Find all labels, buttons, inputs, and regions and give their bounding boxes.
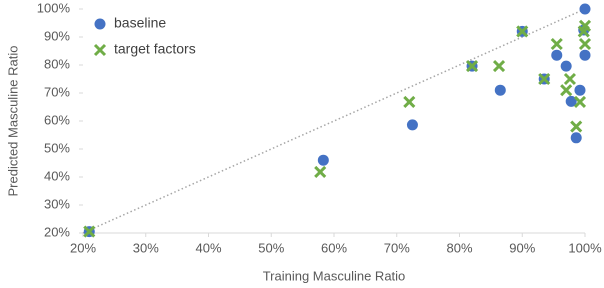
x-tick-label: 70% — [384, 240, 410, 255]
circle-marker — [565, 95, 577, 107]
x-tick-label: 60% — [321, 240, 347, 255]
y-tick-label: 60% — [44, 112, 70, 127]
y-tick-label: 70% — [44, 84, 70, 99]
x-marker — [560, 84, 573, 97]
x-marker — [314, 165, 327, 179]
x-marker — [573, 95, 587, 109]
circle-marker — [317, 154, 329, 166]
legend-label: baseline — [114, 15, 166, 31]
circle-marker — [560, 60, 572, 72]
legend-marker — [94, 18, 106, 30]
y-axis-title: Predicted Masculine Ratio — [5, 45, 20, 196]
y-tick-label: 40% — [44, 168, 70, 183]
y-tick-label: 100% — [37, 0, 71, 15]
x-marker — [516, 25, 529, 38]
x-tick-label: 40% — [195, 240, 221, 255]
y-tick-label: 80% — [44, 56, 70, 71]
y-tick-label: 90% — [44, 28, 70, 43]
y-tick-label: 30% — [44, 196, 70, 211]
x-marker — [465, 60, 479, 73]
x-axis-title: Training Masculine Ratio — [263, 268, 406, 283]
circle-marker — [570, 132, 582, 144]
circle-marker — [494, 84, 506, 96]
x-marker — [563, 72, 577, 86]
x-marker — [570, 120, 583, 133]
x-tick-label: 90% — [509, 240, 535, 255]
x-tick-label: 50% — [258, 240, 284, 255]
x-tick-label: 80% — [446, 240, 472, 255]
circle-marker — [551, 49, 563, 61]
circle-marker — [406, 119, 418, 131]
legend-box — [87, 11, 212, 65]
x-marker — [83, 225, 96, 238]
y-tick-label: 20% — [44, 224, 70, 239]
x-marker — [577, 25, 590, 38]
legend-marker — [93, 43, 107, 57]
circle-marker — [574, 84, 586, 96]
x-marker — [403, 95, 416, 109]
legend-label: target factors — [114, 41, 196, 57]
x-marker — [538, 72, 551, 86]
y-tick-label: 50% — [44, 140, 70, 155]
x-marker — [550, 37, 563, 51]
circle-marker — [579, 49, 591, 61]
x-tick-label: 20% — [70, 240, 96, 255]
x-marker — [492, 60, 506, 73]
x-tick-label: 100% — [568, 240, 602, 255]
x-tick-label: 30% — [133, 240, 159, 255]
x-marker — [578, 37, 592, 51]
circle-marker — [579, 3, 591, 15]
